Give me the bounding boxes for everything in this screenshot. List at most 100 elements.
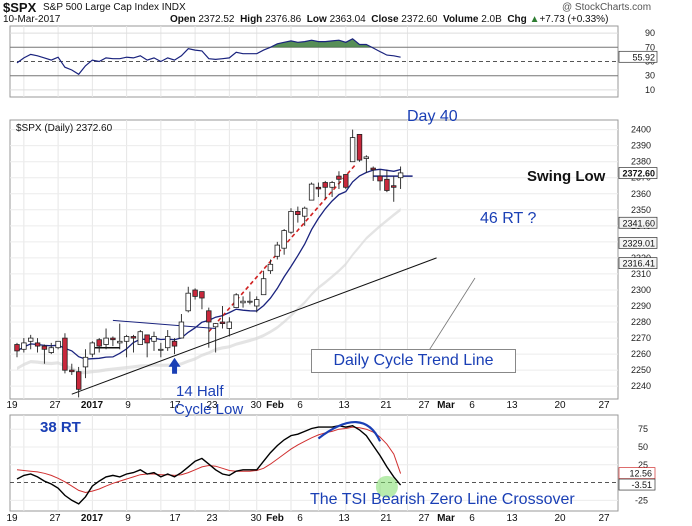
candle-body [117, 340, 123, 344]
candle-body [21, 342, 27, 350]
price-value-box [618, 216, 658, 229]
x-tick-label: 9 [125, 513, 131, 524]
candle-body [281, 230, 287, 249]
price-tick-label: 2290 [631, 301, 651, 311]
candle-body [397, 172, 404, 179]
x-tick-label: 6 [469, 513, 475, 524]
price-value-box [618, 167, 658, 179]
watermark: @ StockCharts.com [562, 2, 652, 13]
x-tick-label: Mar [437, 400, 455, 411]
annotation-46rt: 46 RT ? [480, 210, 537, 227]
rsi-tick-label: 10 [645, 85, 655, 95]
x-tick-label: 23 [206, 513, 218, 524]
x-tick-label: 17 [169, 400, 181, 411]
candle-body [48, 347, 54, 353]
candle-body [315, 186, 322, 190]
x-tick-label: 27 [598, 400, 610, 411]
candle-body [295, 210, 301, 215]
price-value-label: 2316.41 [622, 259, 655, 269]
candle-body [219, 321, 226, 325]
candle-body [110, 337, 116, 341]
candle-body [336, 175, 342, 180]
candle-body [288, 210, 294, 233]
x-tick-label: 20 [554, 513, 566, 524]
tsi-value-box [618, 467, 656, 479]
price-value-box [618, 237, 658, 249]
price-tick-label: 2350 [631, 205, 651, 215]
tsi-panel-frame [9, 414, 619, 512]
price-tick-label: 2250 [631, 365, 651, 375]
candle-body [343, 174, 349, 188]
up-arrow-icon [168, 357, 181, 374]
price-value-label: 2329.01 [622, 238, 655, 248]
candle-body [247, 300, 253, 303]
annotation-tsi-note: The TSI Bearish Zero Line Crossover [310, 491, 575, 508]
candle-body [356, 133, 363, 161]
price-panel-label: $SPX (Daily) 2372.60 [16, 123, 113, 134]
candle-body [137, 331, 143, 345]
annotation-day40: Day 40 [407, 108, 458, 125]
candle-body [260, 278, 267, 296]
crossover-highlight [375, 475, 398, 498]
chart-symbol: $SPX [3, 0, 37, 15]
candle-body [390, 185, 397, 188]
x-tick-label: 30 [250, 400, 262, 411]
candle-body [96, 339, 102, 347]
candle-body [363, 156, 369, 159]
x-tick-label: 9 [125, 400, 131, 411]
price-tick-label: 2240 [631, 381, 651, 391]
x-tick-label: 6 [297, 400, 303, 411]
x-tick-label: 13 [506, 400, 518, 411]
candle-body [158, 348, 164, 351]
candle-body [164, 336, 171, 349]
x-tick-label: 2017 [81, 400, 104, 411]
candle-body [329, 182, 335, 188]
x-tick-label: 21 [380, 513, 392, 524]
candle-body [212, 323, 219, 328]
rsi-tick-label: 90 [645, 28, 655, 38]
annotation-half-cycle-2: Cycle Low [174, 401, 244, 418]
trend-line-callout [427, 277, 476, 353]
candle-body [226, 321, 232, 329]
candle-body [199, 291, 205, 299]
x-tick-label: 13 [338, 400, 350, 411]
candle-body [123, 336, 130, 342]
candle-body [76, 371, 82, 390]
candle-body [178, 321, 185, 339]
candle-body [62, 337, 68, 371]
x-tick-label: Feb [266, 513, 284, 524]
price-value-label: 2341.60 [622, 218, 655, 228]
x-tick-label: 27 [598, 513, 610, 524]
candle-body [103, 337, 109, 345]
annotation-half-cycle-1: 14 Half [176, 383, 224, 400]
x-tick-label: 23 [206, 400, 218, 411]
x-tick-label: 6 [469, 400, 475, 411]
candle-body [69, 369, 75, 373]
chart-name: S&P 500 Large Cap Index INDX [43, 2, 186, 13]
x-tick-label: 27 [49, 513, 61, 524]
candle-body [370, 167, 376, 171]
x-tick-label: 19 [6, 513, 18, 524]
candle-body [151, 336, 157, 342]
candle-body [14, 344, 20, 352]
chart-date: 10-Mar-2017 [3, 14, 61, 25]
candle-body [384, 178, 390, 191]
x-tick-label: 27 [49, 400, 61, 411]
price-tick-label: 2300 [631, 285, 651, 295]
candle-body [185, 292, 191, 312]
tsi-top-arc [317, 421, 382, 442]
rsi-value-box [618, 50, 658, 63]
tsi-value-label: 12.56 [629, 469, 652, 479]
x-tick-label: 13 [338, 513, 350, 524]
price-tick-label: 2280 [631, 317, 651, 327]
rsi-value-label: 55.92 [632, 52, 655, 62]
candle-body [233, 294, 239, 308]
x-tick-label: 30 [250, 513, 262, 524]
x-tick-label: 27 [418, 513, 430, 524]
tsi-tick-label: 50 [638, 442, 648, 452]
x-tick-label: 13 [506, 513, 518, 524]
price-value-label: 2372.60 [622, 169, 655, 179]
tsi-value-label: -3.51 [631, 480, 652, 490]
x-tick-label: 17 [169, 513, 181, 524]
